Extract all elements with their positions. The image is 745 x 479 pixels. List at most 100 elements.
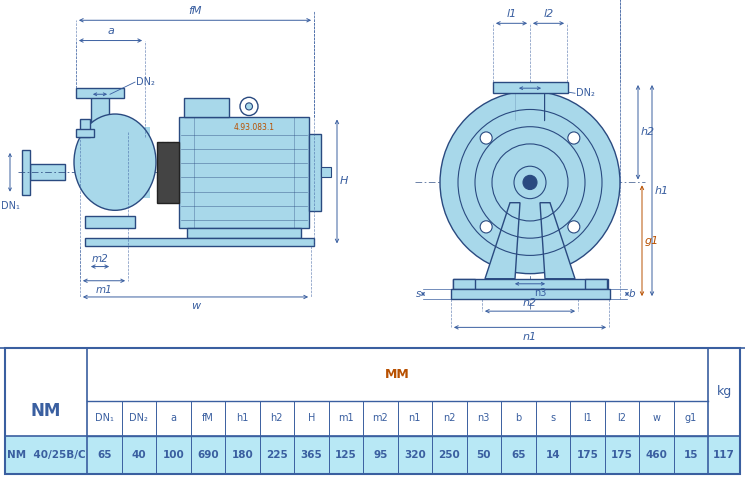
Bar: [5, 347, 87, 474]
Text: DN₁: DN₁: [1, 201, 19, 211]
Text: 95: 95: [373, 450, 387, 460]
Text: 225: 225: [266, 450, 288, 460]
Bar: [184, 98, 229, 116]
Bar: [157, 142, 179, 203]
Ellipse shape: [74, 114, 156, 210]
Text: l2: l2: [543, 9, 554, 19]
Text: 250: 250: [438, 450, 460, 460]
Text: w: w: [653, 413, 660, 423]
Text: b: b: [629, 289, 635, 299]
Text: 117: 117: [713, 450, 735, 460]
Text: n1: n1: [408, 413, 421, 423]
Bar: [5, 436, 740, 474]
Text: h1: h1: [236, 413, 248, 423]
Circle shape: [481, 132, 492, 144]
Text: fM: fM: [202, 413, 214, 423]
Text: h2: h2: [270, 413, 283, 423]
Bar: [85, 132, 115, 193]
Bar: [87, 347, 708, 401]
Text: w: w: [191, 301, 200, 311]
Text: MM: MM: [385, 367, 410, 381]
Bar: [87, 401, 708, 436]
Text: 65: 65: [511, 450, 525, 460]
Circle shape: [568, 221, 580, 233]
Text: n2: n2: [523, 298, 537, 308]
Text: 125: 125: [335, 450, 357, 460]
Bar: [179, 116, 309, 228]
Text: 4.93.083.1: 4.93.083.1: [233, 123, 274, 132]
Bar: [80, 119, 90, 137]
Bar: [451, 289, 610, 299]
Text: g1: g1: [685, 413, 697, 423]
Bar: [708, 347, 740, 474]
Text: h2: h2: [641, 127, 655, 137]
Circle shape: [514, 166, 546, 199]
Text: n2: n2: [443, 413, 455, 423]
Text: n3: n3: [478, 413, 490, 423]
Polygon shape: [540, 203, 575, 279]
Bar: [516, 89, 544, 122]
Text: s: s: [551, 413, 555, 423]
Bar: [321, 167, 331, 177]
Text: 40: 40: [131, 450, 146, 460]
Text: 320: 320: [404, 450, 425, 460]
Text: 100: 100: [162, 450, 184, 460]
Text: n1: n1: [523, 331, 537, 342]
Text: m1: m1: [95, 285, 112, 295]
Bar: [309, 134, 321, 211]
Text: g1: g1: [645, 236, 659, 246]
Text: l2: l2: [618, 413, 627, 423]
Text: DN₁: DN₁: [95, 413, 114, 423]
Text: 690: 690: [197, 450, 218, 460]
Circle shape: [523, 175, 537, 190]
Text: a: a: [107, 26, 114, 36]
Text: l1: l1: [507, 9, 516, 19]
Circle shape: [568, 132, 580, 144]
Bar: [453, 279, 608, 289]
Bar: [115, 126, 150, 198]
Text: b: b: [515, 413, 522, 423]
Text: fM: fM: [188, 6, 202, 16]
Text: l1: l1: [583, 413, 592, 423]
Text: NM  40/25B/C: NM 40/25B/C: [7, 450, 86, 460]
Text: 175: 175: [577, 450, 598, 460]
Text: s: s: [416, 289, 421, 299]
Text: H: H: [340, 176, 349, 186]
Bar: [85, 216, 135, 228]
Bar: [85, 238, 314, 246]
Circle shape: [440, 91, 620, 274]
Text: m1: m1: [338, 413, 354, 423]
Text: H: H: [308, 413, 315, 423]
Bar: [22, 150, 30, 194]
Circle shape: [481, 221, 492, 233]
Circle shape: [246, 103, 253, 110]
Text: NM: NM: [31, 402, 61, 420]
Text: m2: m2: [92, 253, 108, 263]
Text: DN₂: DN₂: [576, 88, 595, 98]
Bar: [76, 129, 94, 137]
Text: 460: 460: [645, 450, 668, 460]
Text: 65: 65: [97, 450, 112, 460]
Bar: [187, 228, 301, 238]
Text: DN₂: DN₂: [130, 413, 148, 423]
Text: m2: m2: [372, 413, 388, 423]
Bar: [493, 82, 568, 93]
Bar: [453, 279, 475, 289]
Text: a: a: [171, 413, 177, 423]
Bar: [708, 436, 740, 474]
Text: h1: h1: [655, 185, 669, 195]
Text: 15: 15: [683, 450, 698, 460]
Text: 175: 175: [611, 450, 633, 460]
Text: 365: 365: [300, 450, 322, 460]
Text: 50: 50: [477, 450, 491, 460]
Text: DN₂: DN₂: [136, 77, 155, 87]
Text: kg: kg: [717, 385, 732, 398]
Bar: [91, 96, 109, 132]
Bar: [30, 164, 65, 181]
Text: n3: n3: [534, 288, 546, 298]
Polygon shape: [485, 203, 520, 279]
Bar: [76, 88, 124, 98]
Bar: [585, 279, 607, 289]
Bar: [516, 91, 544, 120]
Text: 180: 180: [232, 450, 253, 460]
